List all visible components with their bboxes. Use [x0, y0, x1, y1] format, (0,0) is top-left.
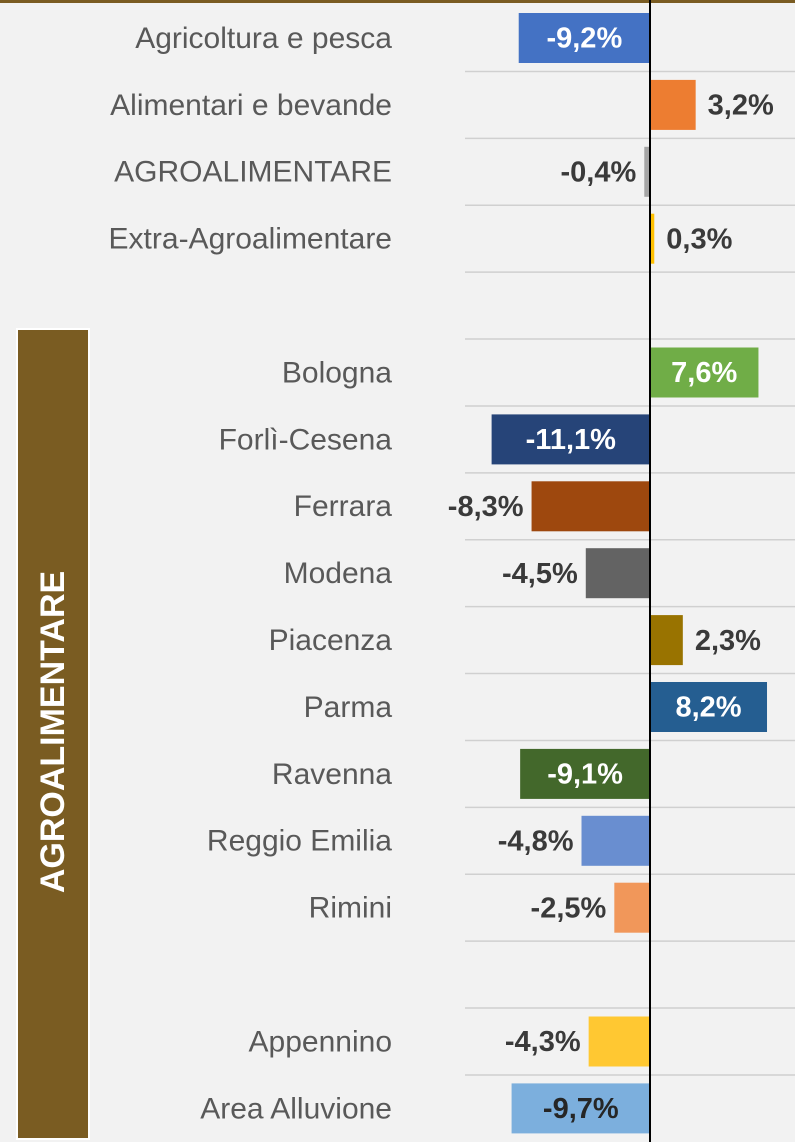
bar [588, 1016, 650, 1067]
bar [650, 347, 759, 398]
value-label: 3,2% [708, 90, 774, 122]
value-label: 7,6% [671, 357, 737, 389]
category-label: Ravenna [272, 758, 392, 791]
category-label: Modena [284, 557, 393, 590]
bar [644, 146, 650, 197]
top-rule [0, 0, 795, 3]
value-label: -8,3% [448, 491, 524, 523]
value-label: -9,7% [543, 1093, 619, 1125]
value-label: 8,2% [675, 692, 741, 724]
value-label: -11,1% [526, 424, 616, 456]
value-label: -9,2% [546, 23, 622, 55]
bar [614, 882, 650, 933]
value-label: -4,5% [502, 558, 578, 590]
bar [491, 414, 650, 465]
category-label: Area Alluvione [200, 1092, 392, 1125]
bar [650, 213, 655, 264]
category-label: Bologna [282, 356, 392, 389]
bar [531, 481, 650, 532]
value-label: -4,3% [505, 1026, 581, 1058]
bar [650, 79, 696, 130]
bar [520, 748, 650, 799]
category-label: AGROALIMENTARE [114, 156, 392, 189]
value-label: 0,3% [666, 223, 732, 255]
category-label: Appennino [249, 1025, 392, 1058]
group-box [16, 328, 90, 1140]
bar [585, 548, 650, 599]
category-label: Rimini [309, 892, 392, 925]
category-label: Ferrara [294, 490, 393, 523]
category-label: Piacenza [269, 624, 393, 657]
category-label: Parma [304, 691, 393, 724]
bar [518, 13, 650, 63]
value-label: -0,4% [561, 156, 637, 188]
bar [650, 682, 768, 732]
bar [650, 615, 683, 666]
value-label: -2,5% [531, 892, 607, 924]
category-label: Reggio Emilia [207, 825, 392, 858]
value-label: -4,8% [498, 825, 574, 857]
value-label: 2,3% [695, 625, 761, 657]
category-label: Forlì-Cesena [219, 423, 393, 456]
category-label: Alimentari e bevande [110, 89, 392, 122]
group-label: AGROALIMENTARE [34, 571, 72, 893]
bar [581, 815, 650, 866]
category-label: Agricoltura e pesca [135, 22, 392, 55]
bar [511, 1083, 650, 1134]
value-label: -9,1% [547, 759, 623, 791]
category-label: Extra-Agroalimentare [109, 223, 392, 256]
